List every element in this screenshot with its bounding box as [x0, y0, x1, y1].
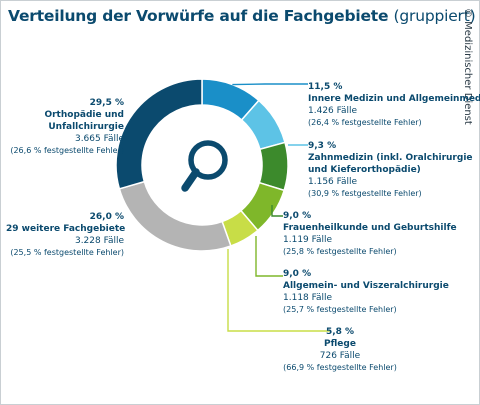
slice-pct: 9,0 %: [283, 211, 312, 221]
leader-line-innere: [232, 83, 308, 86]
slice-label-allgemeinchirurgie: 9,0 % Allgemein- und Viszeralchirurgie 1…: [283, 268, 449, 316]
slice-count: 1.156 Fälle: [308, 177, 358, 187]
slice-name: Orthopädie und: [44, 110, 124, 120]
slice-name: Innere Medizin und Allgemeinmedizin: [308, 94, 480, 104]
slice-name: 29 weitere Fachgebiete: [6, 224, 126, 234]
chart-title-main: Verteilung der Vorwürfe auf die Fachgebi…: [8, 7, 389, 25]
slice-pct: 9,3 %: [308, 141, 337, 151]
slice-error-rate: (30,9 % festgestellte Fehler): [308, 189, 422, 198]
slice-pct: 26,0 %: [89, 212, 124, 222]
slice-error-rate: (25,8 % festgestellte Fehler): [283, 247, 397, 256]
slice-name: Pflege: [324, 339, 356, 349]
chart-title: Verteilung der Vorwürfe auf die Fachgebi…: [8, 7, 476, 25]
leader-line-pflege: [227, 249, 330, 332]
slice-pct: 11,5 %: [308, 82, 343, 92]
slice-label-zahnmedizin: 9,3 % Zahnmedizin (inkl. Oralchirurgie u…: [308, 140, 473, 200]
slice-error-rate: (66,9 % festgestellte Fehler): [283, 363, 397, 372]
slice-label-pflege: 5,8 % Pflege 726 Fälle (66,9 % festgeste…: [265, 326, 415, 374]
donut-slice-3: [258, 141, 289, 192]
slice-count: 3.665 Fälle: [74, 134, 124, 144]
slice-count: 1.426 Fälle: [308, 106, 358, 116]
slice-pct: 29,5 %: [89, 98, 124, 108]
leader-line-frauenheilkunde: [271, 205, 283, 217]
slice-pct: 5,8 %: [325, 327, 355, 337]
slice-name-line2: und Kieferorthopädie): [308, 165, 421, 175]
slice-error-rate: (26,4 % festgestellte Fehler): [308, 118, 422, 127]
slice-name: Zahnmedizin (inkl. Oralchirurgie: [308, 153, 473, 163]
slice-error-rate: (25,7 % festgestellte Fehler): [283, 305, 397, 314]
slice-count: 726 Fälle: [319, 351, 361, 361]
slice-name-line2: Unfallchirurgie: [48, 122, 124, 132]
slice-count: 1.118 Fälle: [283, 293, 333, 303]
leader-line-allgemeinchirurgie: [255, 236, 283, 277]
slice-error-rate: (26,6 % festgestellte Fehler): [10, 146, 124, 155]
slice-label-innere: 11,5 % Innere Medizin und Allgemeinmediz…: [308, 81, 480, 129]
slice-label-frauenheilkunde: 9,0 % Frauenheilkunde und Geburtshilfe 1…: [283, 210, 457, 258]
slice-label-orthopaedie: 29,5 % Orthopädie und Unfallchirurgie 3.…: [6, 97, 124, 157]
slice-pct: 9,0 %: [283, 269, 312, 279]
slice-name: Allgemein- und Viszeralchirurgie: [283, 281, 449, 291]
slice-count: 1.119 Fälle: [283, 235, 333, 245]
chart-subtitle: (gruppiert): [393, 7, 476, 25]
slice-count: 3.228 Fälle: [74, 236, 124, 246]
slice-error-rate: (25,5 % festgestellte Fehler): [10, 248, 124, 257]
slice-label-weitere: 26,0 % 29 weitere Fachgebiete 3.228 Fäll…: [6, 211, 126, 259]
magnifier-icon: [142, 105, 262, 225]
slice-name: Frauenheilkunde und Geburtshilfe: [283, 223, 457, 233]
